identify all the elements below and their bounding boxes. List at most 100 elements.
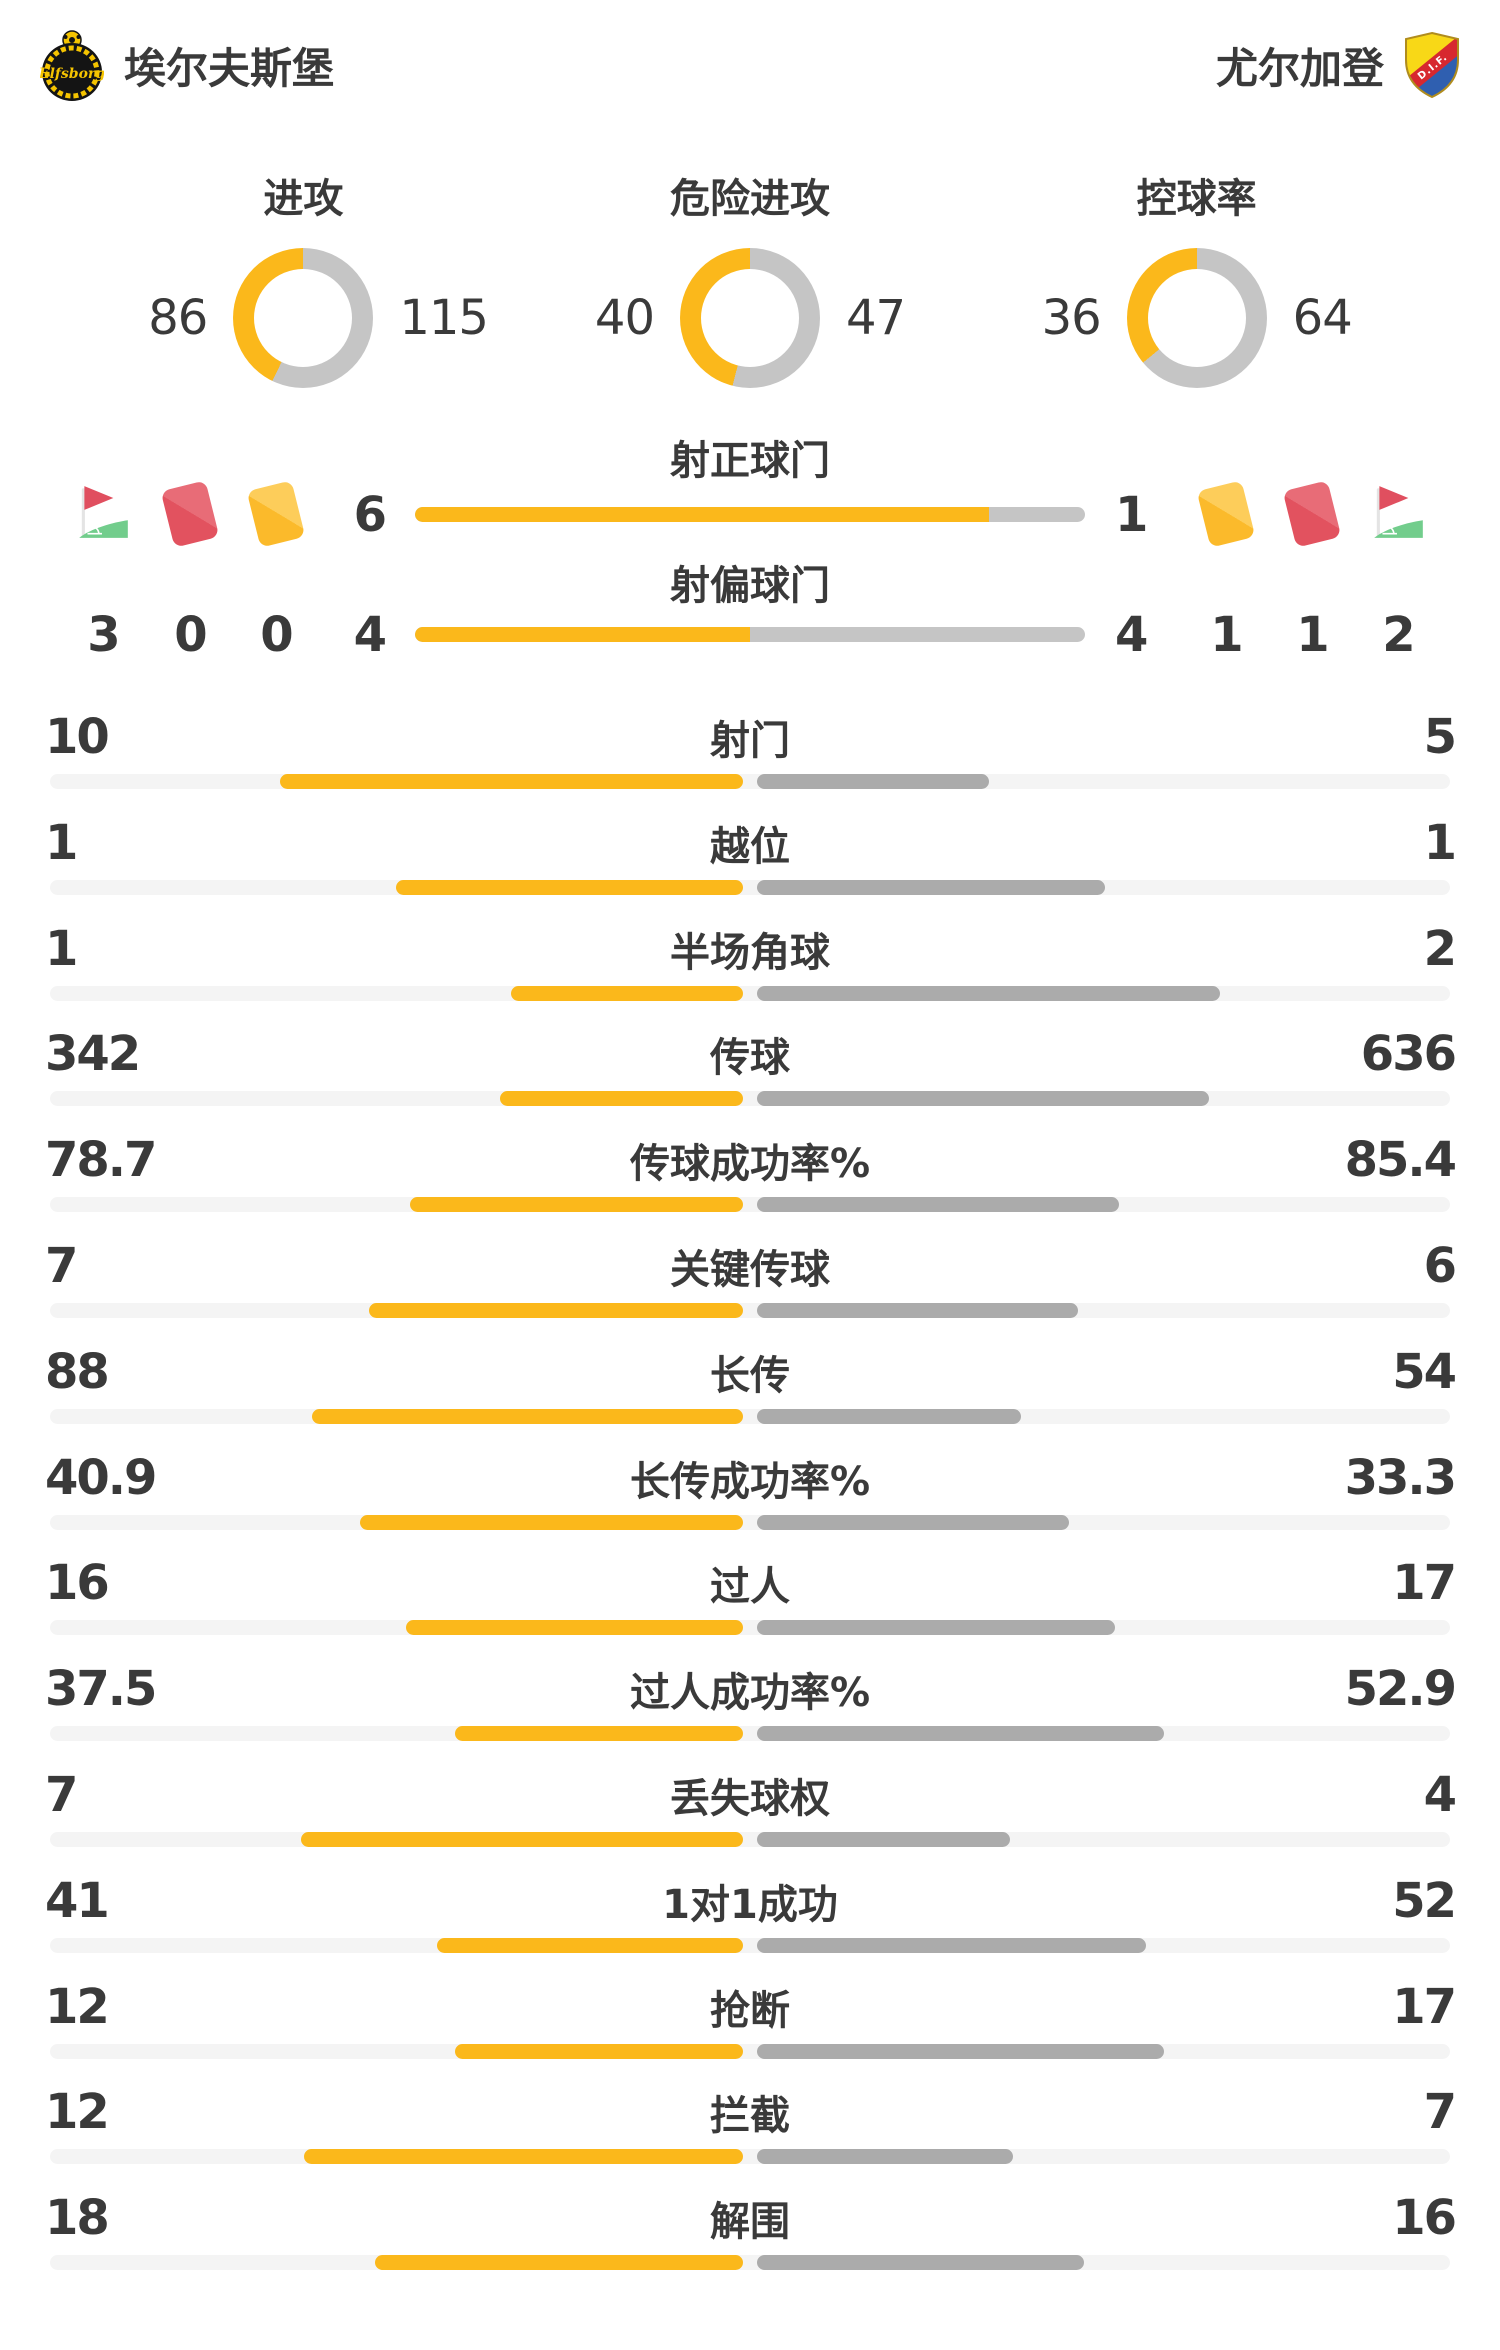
svg-text:Elfsborg: Elfsborg — [40, 66, 104, 82]
stat-row-line: 1 越位 1 — [45, 814, 1457, 872]
home-red-cards-value: 0 — [174, 607, 207, 663]
stat-label: 丢失球权 — [670, 1775, 830, 1822]
stat-label: 半场角球 — [670, 929, 830, 976]
stat-row-射门: 10 射门 5 — [0, 700, 1500, 806]
stat-bar-home — [312, 1408, 743, 1424]
stat-away-value: 1 — [1423, 814, 1457, 871]
stat-away-value: 636 — [1360, 1026, 1457, 1083]
shots-on-target-bar — [415, 507, 1085, 522]
stat-bar-track — [50, 1302, 1450, 1318]
donut-away-value: 64 — [1292, 290, 1353, 346]
stat-home-value: 12 — [45, 1978, 110, 2035]
donut-row: 40 47 — [554, 248, 946, 388]
stat-row-传球: 342 传球 636 — [0, 1017, 1500, 1123]
stat-row-line: 37.5 过人成功率% 52.9 — [45, 1660, 1457, 1718]
stat-row-line: 10 射门 5 — [45, 708, 1457, 766]
shots-off-target-away-value: 4 — [1115, 607, 1148, 663]
stat-bar-away — [757, 1514, 1069, 1530]
stat-row-line: 1 半场角球 2 — [45, 920, 1457, 978]
shots-on-target-away-value: 1 — [1115, 487, 1148, 543]
stat-home-value: 1 — [45, 920, 78, 977]
stat-bar-track — [50, 1091, 1450, 1107]
stat-bar-track — [50, 1726, 1450, 1742]
donut-label: 危险进攻 — [670, 176, 830, 222]
stat-bar-away — [757, 2149, 1014, 2165]
stat-bar-home — [368, 1302, 743, 1318]
stat-row-line: 88 长传 54 — [45, 1343, 1457, 1401]
shots-off-target-bar — [415, 627, 1085, 642]
stat-home-value: 37.5 — [45, 1661, 157, 1718]
home-corner-flag-icon — [58, 482, 148, 542]
stat-row-line: 41 1对1成功 52 — [45, 1872, 1457, 1930]
donut-away-value: 115 — [399, 290, 489, 346]
stat-bar-track — [50, 2043, 1450, 2059]
stat-label: 拦截 — [710, 2093, 790, 2140]
away-red-cards-value: 1 — [1296, 607, 1329, 663]
home-corners-value: 3 — [87, 607, 120, 663]
donut-row: 86 115 — [107, 248, 499, 388]
away-red-card-icon — [1267, 480, 1357, 548]
donut-home-value: 86 — [148, 290, 208, 346]
stat-bar-away — [757, 1408, 1022, 1424]
stat-away-value: 5 — [1423, 709, 1457, 765]
away-corner-flag-icon — [1353, 482, 1443, 542]
team-home[interactable]: Elfsborg 埃尔夫斯堡 — [40, 28, 334, 102]
shots-off-target-bar-fill — [415, 627, 750, 642]
stat-row-越位: 1 越位 1 — [0, 806, 1500, 912]
stat-bar-home — [395, 879, 743, 895]
shots-on-target-bar-fill — [415, 507, 990, 522]
stat-row-line: 7 关键传球 6 — [45, 1237, 1457, 1295]
stat-away-value: 6 — [1423, 1237, 1457, 1294]
donut-label: 控球率 — [1136, 176, 1257, 222]
stat-home-value: 16 — [45, 1555, 110, 1612]
stat-bar-track — [50, 985, 1450, 1001]
stat-row-line: 342 传球 636 — [45, 1025, 1457, 1083]
donut-home-value: 40 — [594, 290, 655, 346]
donut-home-value: 36 — [1041, 290, 1102, 346]
stat-bar-track — [50, 879, 1450, 895]
stat-row-传球成功率%: 78.7 传球成功率% 85.4 — [0, 1123, 1500, 1229]
stat-row-抢断: 12 抢断 17 — [0, 1970, 1500, 2076]
stat-bar-away — [757, 2043, 1165, 2059]
away-yellow-card-icon — [1181, 480, 1271, 548]
shots-off-target-home-value: 4 — [353, 607, 387, 663]
stat-home-value: 1 — [45, 814, 78, 871]
stats-list: 10 射门 5 1 越位 1 1 半场角球 2 342 传球 636 78.7 传球成功率% 85.4 7 关键… — [0, 700, 1500, 2287]
stat-label: 过人成功率% — [629, 1670, 871, 1717]
stat-row-过人成功率%: 37.5 过人成功率% 52.9 — [0, 1652, 1500, 1758]
stat-away-value: 4 — [1423, 1766, 1457, 1823]
stat-bar-away — [757, 2255, 1085, 2271]
stat-bar-home — [359, 1514, 743, 1530]
donut-group-0: 进攻 86 115 — [80, 174, 527, 388]
stat-bar-track — [50, 774, 1450, 789]
donut-group-1: 危险进攻 40 47 — [527, 174, 974, 388]
stat-bar-track — [50, 1620, 1450, 1636]
stat-row-过人: 16 过人 17 — [0, 1546, 1500, 1652]
stat-row-line: 16 过人 17 — [45, 1554, 1457, 1612]
stat-row-丢失球权: 7 丢失球权 4 — [0, 1758, 1500, 1864]
stat-label: 解围 — [710, 2199, 790, 2246]
stat-bar-home — [279, 774, 743, 789]
stat-label: 抢断 — [710, 1987, 790, 2034]
stat-bar-track — [50, 2149, 1450, 2165]
team-away-logo-icon: D.I.F. — [1404, 31, 1460, 99]
stat-label: 过人 — [710, 1564, 790, 1611]
stat-bar-home — [375, 2255, 743, 2271]
shots-on-target-label: 射正球门 — [670, 438, 830, 484]
stat-away-value: 52 — [1392, 1872, 1457, 1929]
stat-home-value: 78.7 — [45, 1132, 157, 1189]
stat-bar-away — [757, 774, 989, 789]
stat-away-value: 7 — [1423, 2084, 1457, 2141]
stat-bar-track — [50, 1831, 1450, 1847]
stat-label: 1对1成功 — [662, 1881, 838, 1928]
stat-away-value: 85.4 — [1344, 1132, 1457, 1189]
team-away[interactable]: 尤尔加登 D.I.F. — [1216, 31, 1460, 99]
stat-home-value: 41 — [45, 1872, 110, 1929]
stat-away-value: 52.9 — [1344, 1661, 1457, 1718]
donut-ring — [1126, 248, 1267, 388]
stat-home-value: 7 — [45, 1766, 78, 1823]
stat-bar-away — [757, 879, 1105, 895]
stat-label: 越位 — [710, 823, 790, 870]
shots-off-target-label: 射偏球门 — [670, 563, 830, 609]
stat-home-value: 10 — [45, 709, 110, 765]
